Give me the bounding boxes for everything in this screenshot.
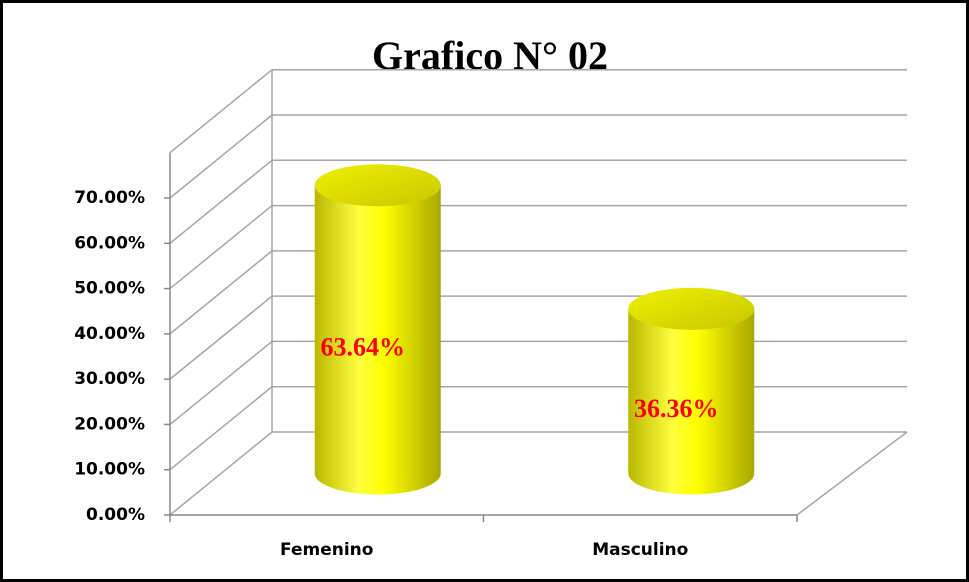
side-grid-line	[169, 340, 273, 426]
y-tick-label: 50.00%	[74, 279, 145, 299]
side-grid-line	[169, 250, 273, 335]
side-grid-line	[169, 295, 273, 380]
side-grid-line	[169, 204, 273, 290]
y-tick-label: 10.00%	[74, 460, 145, 480]
cylinder	[628, 308, 755, 495]
cylinder-top	[314, 164, 441, 207]
x-tick-label: Masculino	[592, 540, 688, 560]
wall-edge	[169, 69, 273, 154]
side-grid-line	[169, 386, 273, 471]
side-grid-line	[169, 114, 273, 199]
x-tick-label: Femenino	[280, 540, 373, 560]
y-tick-label: 40.00%	[74, 324, 145, 344]
data-label: 36.36%	[634, 394, 719, 423]
chart-title: Grafico N° 02	[372, 33, 608, 78]
cylinder	[314, 185, 441, 495]
y-tick-label: 60.00%	[74, 233, 145, 253]
y-tick-label: 20.00%	[74, 414, 145, 434]
cylinder-top	[628, 287, 755, 330]
side-grid-line	[169, 159, 273, 244]
side-grid-line	[169, 431, 273, 516]
y-tick-label: 0.00%	[86, 505, 145, 525]
data-label: 63.64%	[321, 332, 406, 361]
floor-edge	[796, 431, 908, 516]
y-tick-label: 30.00%	[74, 369, 145, 389]
y-tick-label: 70.00%	[74, 188, 145, 208]
